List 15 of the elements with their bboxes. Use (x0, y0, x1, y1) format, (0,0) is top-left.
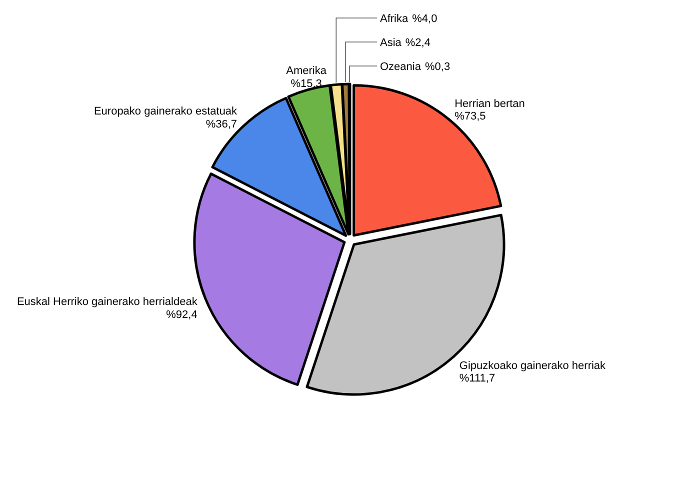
slice-label: Herrian bertan (454, 98, 525, 110)
slice-label: Amerika (286, 65, 328, 78)
slice-label: Ozeania (380, 61, 422, 73)
slice-label: Europako gainerako estatuak (94, 106, 238, 118)
slice-label: Asia (380, 37, 402, 49)
data-label: %36,7 (206, 118, 238, 130)
slice-label: Euskal Herriko gainerako herrialdeak (16, 296, 198, 308)
slice-label: Afrika (380, 13, 409, 25)
slice-label: Gipuzkoako gainerako herriak (459, 360, 606, 372)
data-label: %111,7 (459, 372, 496, 384)
data-label: %92,4 (166, 308, 198, 321)
data-label: %4,0 (412, 13, 438, 25)
data-label: %2,4 (405, 37, 430, 49)
data-label: %0,3 (424, 61, 450, 73)
data-label: %73,5 (454, 110, 486, 123)
